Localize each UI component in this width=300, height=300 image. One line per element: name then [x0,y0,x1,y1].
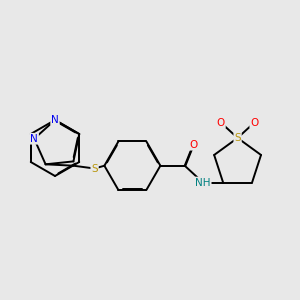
Text: O: O [250,118,259,128]
Text: N: N [51,115,59,125]
Text: N: N [30,134,38,144]
Text: NH: NH [195,178,211,188]
Text: O: O [217,118,225,128]
Text: S: S [234,133,241,143]
Text: S: S [91,164,98,173]
Text: O: O [189,140,197,150]
